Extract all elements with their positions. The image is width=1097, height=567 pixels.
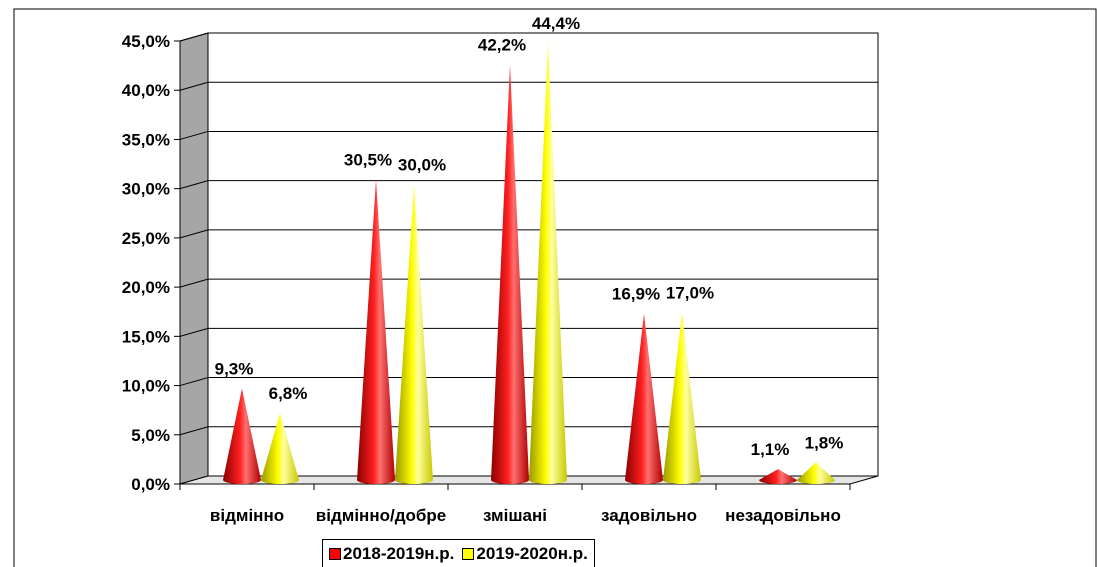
gridline-wall — [179, 81, 209, 91]
cone-yellow — [395, 184, 433, 484]
gridline-wall — [179, 130, 209, 140]
legend-label: 2018-2019н.р. — [343, 543, 455, 563]
cone-yellow — [261, 413, 299, 484]
legend-swatch-red — [329, 547, 341, 560]
cone-yellow — [797, 462, 835, 484]
gridline-wall — [179, 426, 209, 436]
cone-red — [625, 313, 663, 484]
data-label: 16,9% — [612, 285, 660, 304]
legend-label: 2019-2020н.р. — [476, 543, 588, 563]
x-category-label: відмінно — [210, 506, 284, 525]
data-label: 30,5% — [344, 151, 392, 170]
legend-swatch-yellow — [462, 547, 475, 560]
y-tick-label: 0,0% — [131, 475, 170, 494]
cone-red — [357, 179, 395, 484]
y-tick-label: 35,0% — [122, 130, 170, 149]
cone-red — [491, 64, 529, 484]
x-category-label: незадовільно — [725, 506, 841, 525]
data-label: 9,3% — [215, 359, 254, 378]
x-category-label: задовільно — [601, 506, 697, 525]
data-label: 30,0% — [398, 156, 446, 175]
cone-red — [223, 388, 261, 484]
data-label: 44,4% — [532, 14, 580, 33]
y-tick-label: 25,0% — [122, 229, 170, 248]
y-tick-label: 10,0% — [122, 377, 170, 396]
gridline-wall — [179, 377, 209, 387]
legend: 2018-2019н.р. 2019-2020н.р. — [322, 539, 595, 567]
data-label: 6,8% — [269, 384, 308, 403]
x-category-label: відмінно/добре — [316, 506, 446, 525]
chart-frame — [13, 8, 1097, 567]
side-wall — [179, 32, 209, 485]
gridline-wall — [179, 327, 209, 337]
legend-item-2019-2020: 2019-2020н.р. — [462, 543, 588, 564]
y-tick-label: 40,0% — [122, 81, 170, 100]
y-tick-label: 20,0% — [122, 278, 170, 297]
gridline-wall — [179, 32, 209, 42]
legend-item-2018-2019: 2018-2019н.р. — [329, 544, 454, 564]
gridline-wall — [179, 278, 209, 288]
gridline-wall — [179, 180, 209, 190]
cone-red — [759, 469, 797, 484]
x-category-label: змішані — [483, 506, 547, 525]
cone-yellow — [663, 312, 701, 484]
data-label: 1,1% — [751, 440, 790, 459]
cone-yellow — [529, 42, 567, 484]
data-label: 17,0% — [666, 284, 714, 303]
y-tick-label: 45,0% — [122, 32, 170, 51]
y-tick-label: 5,0% — [131, 426, 170, 445]
y-tick-label: 30,0% — [122, 180, 170, 199]
data-label: 42,2% — [478, 36, 526, 55]
gridline-wall — [179, 229, 209, 239]
data-label: 1,8% — [805, 433, 844, 452]
y-tick-label: 15,0% — [122, 327, 170, 346]
